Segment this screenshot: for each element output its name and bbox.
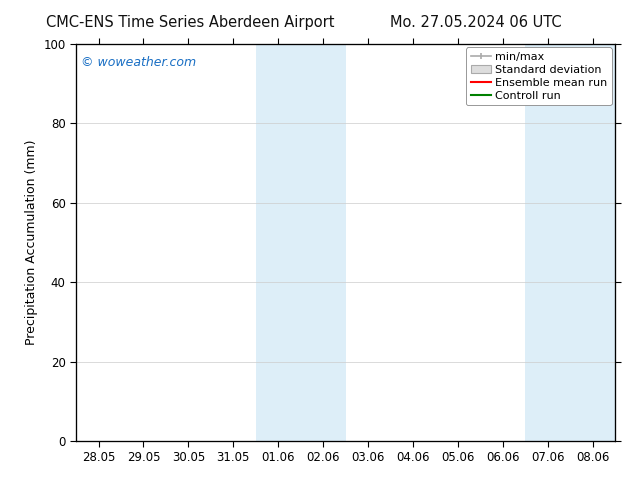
Legend: min/max, Standard deviation, Ensemble mean run, Controll run: min/max, Standard deviation, Ensemble me…	[466, 48, 612, 105]
Text: CMC-ENS Time Series Aberdeen Airport: CMC-ENS Time Series Aberdeen Airport	[46, 15, 335, 30]
Text: © woweather.com: © woweather.com	[81, 56, 197, 69]
Bar	[525, 44, 615, 441]
Bar	[256, 44, 346, 441]
Text: Mo. 27.05.2024 06 UTC: Mo. 27.05.2024 06 UTC	[390, 15, 561, 30]
Y-axis label: Precipitation Accumulation (mm): Precipitation Accumulation (mm)	[25, 140, 38, 345]
